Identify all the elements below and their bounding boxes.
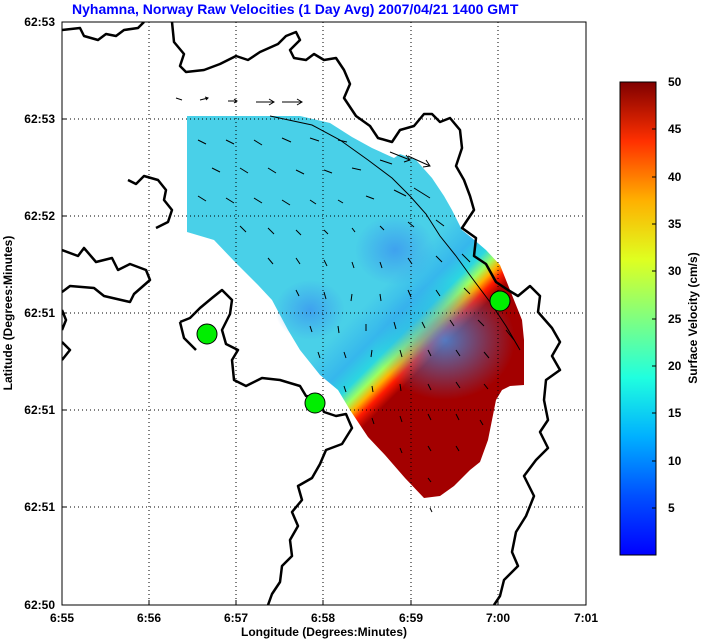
- colorbar-label: Surface Velocity (cm/s): [686, 252, 700, 383]
- station-marker-east: [489, 290, 511, 312]
- low-speed-patch: [355, 215, 435, 285]
- colorbar-tick-label: 35: [668, 217, 682, 231]
- y-tick-label: 62:52: [24, 209, 55, 223]
- x-tick-label: 7:00: [486, 611, 510, 625]
- colorbar-tick-label: 20: [668, 359, 682, 373]
- map-area: [62, 22, 586, 605]
- colorbar-tick-label: 15: [668, 406, 682, 420]
- velocity-vectors: [175, 96, 515, 513]
- station-marker-south: [304, 392, 326, 414]
- colorbar-tick-label: 40: [668, 170, 682, 184]
- y-tick-label: 62:51: [24, 500, 55, 514]
- chart-title: Nyhamna, Norway Raw Velocities (1 Day Av…: [72, 1, 519, 17]
- x-tick-label: 6:57: [224, 611, 248, 625]
- x-tick-label: 6:59: [399, 611, 423, 625]
- y-tick-label: 62:53: [24, 112, 55, 126]
- y-tick-labels: 62:50 62:51 62:51 62:51 62:52 62:53 62:5…: [24, 15, 55, 612]
- colorbar-ticks: [652, 128, 656, 509]
- colorbar-tick-label: 30: [668, 264, 682, 278]
- x-tick-label: 7:01: [574, 611, 598, 625]
- x-tick-label: 6:58: [311, 611, 335, 625]
- station-marker-west: [196, 323, 218, 345]
- y-tick-label: 62:50: [24, 598, 55, 612]
- low-speed-patch: [275, 280, 345, 340]
- y-tick-label: 62:53: [24, 15, 55, 29]
- colorbar-tick-label: 5: [668, 501, 675, 515]
- x-tick-label: 6:55: [50, 611, 74, 625]
- colorbar-tick-label: 50: [668, 75, 682, 89]
- colorbar: [619, 81, 657, 556]
- y-tick-label: 62:51: [24, 306, 55, 320]
- y-axis-label: Latitude (Degrees:Minutes): [1, 236, 15, 391]
- low-speed-patch: [375, 280, 515, 400]
- colorbar-tick-labels: 5 10 15 20 25 30 35 40 45 50: [668, 75, 682, 515]
- x-axis-label: Longitude (Degrees:Minutes): [241, 625, 407, 639]
- colorbar-tick-label: 45: [668, 122, 682, 136]
- colorbar-tick-label: 10: [668, 454, 682, 468]
- colorbar-tick-label: 25: [668, 312, 682, 326]
- x-tick-label: 6:56: [137, 611, 161, 625]
- axis-ticks: [62, 118, 499, 605]
- y-tick-label: 62:51: [24, 403, 55, 417]
- velocity-field: [187, 116, 524, 498]
- grid: [62, 22, 586, 605]
- x-tick-labels: 6:55 6:56 6:57 6:58 6:59 7:00 7:01: [50, 611, 598, 625]
